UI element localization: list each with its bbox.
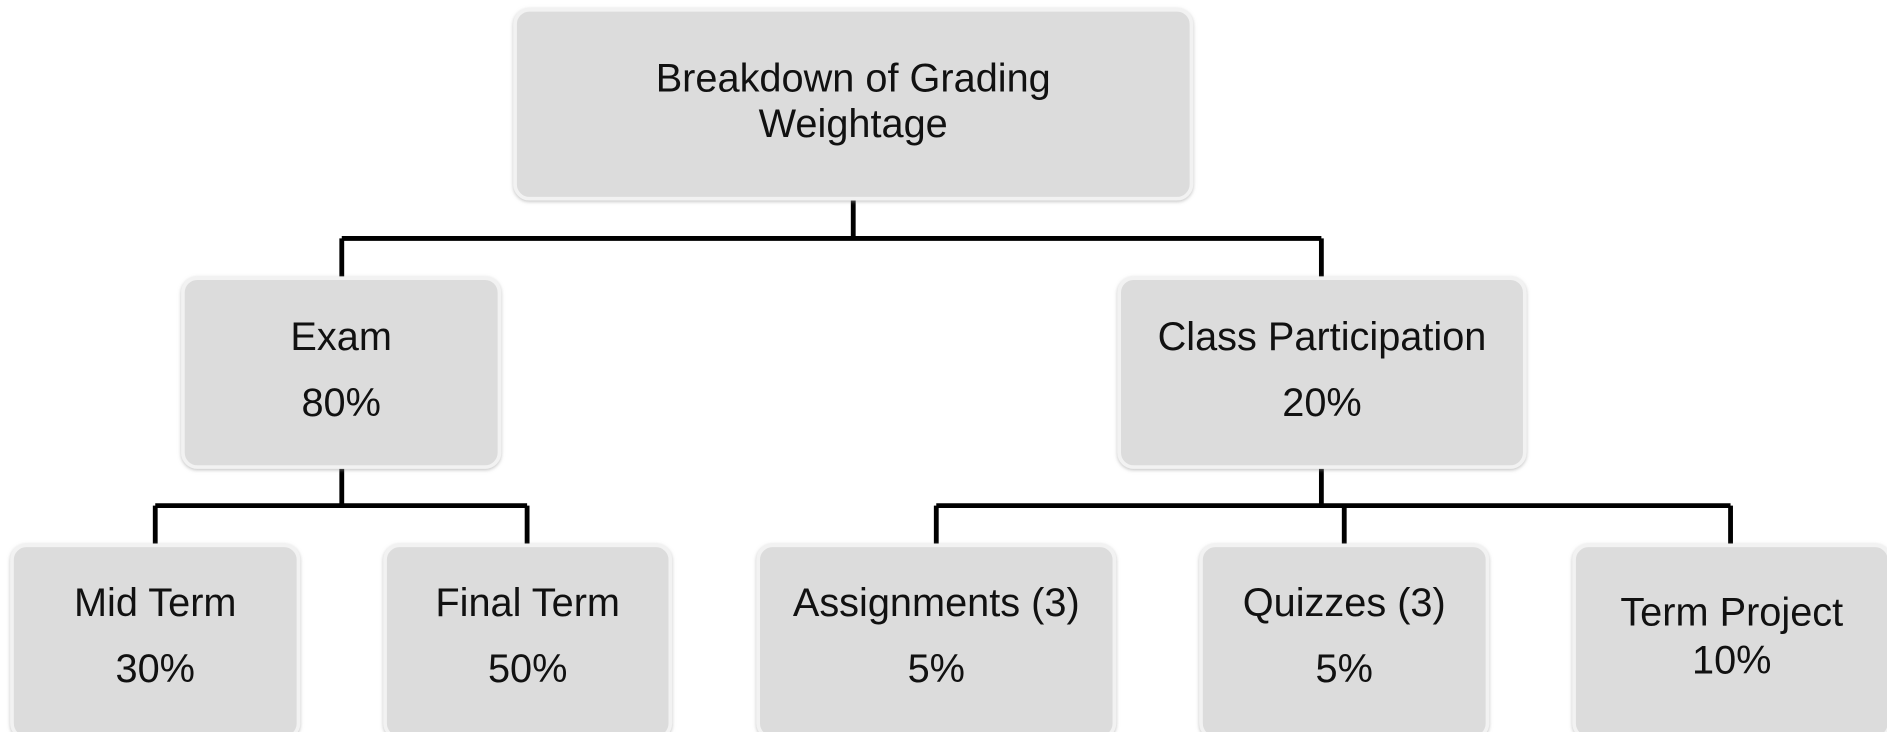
node-box: [756, 543, 1117, 732]
node-label: Assignments (3): [793, 581, 1080, 625]
connector: [339, 198, 1324, 279]
node-label: Mid Term: [74, 581, 237, 625]
node-value: 5%: [1316, 647, 1373, 691]
node-label: Quizzes (3): [1243, 581, 1446, 625]
connector: [152, 467, 530, 546]
node-label: Class Participation: [1158, 315, 1487, 359]
node-value: 5%: [908, 647, 965, 691]
connectors: [152, 198, 1733, 546]
node-box: [10, 543, 301, 732]
node-value: 80%: [301, 381, 380, 425]
node-box: [181, 276, 502, 469]
node-value: 50%: [488, 647, 567, 691]
root-title-line: Breakdown of Grading: [656, 56, 1051, 100]
node-value: 20%: [1282, 381, 1361, 425]
node-box: [1117, 276, 1527, 469]
root-box: [513, 7, 1194, 201]
root-title-line: Weightage: [759, 102, 948, 146]
node-box: [383, 543, 673, 732]
node-value: 30%: [116, 647, 195, 691]
connector: [933, 467, 1733, 546]
nodes: Exam 80% Class Participation 20% Mid Term 30%…: [10, 276, 1887, 732]
node-label: Final Term: [435, 581, 620, 625]
node-value: 10%: [1692, 639, 1771, 683]
node-box: [1199, 543, 1490, 732]
node-label: Term Project: [1620, 591, 1843, 635]
node-box: [1572, 543, 1887, 732]
node-label: Exam: [290, 315, 392, 359]
